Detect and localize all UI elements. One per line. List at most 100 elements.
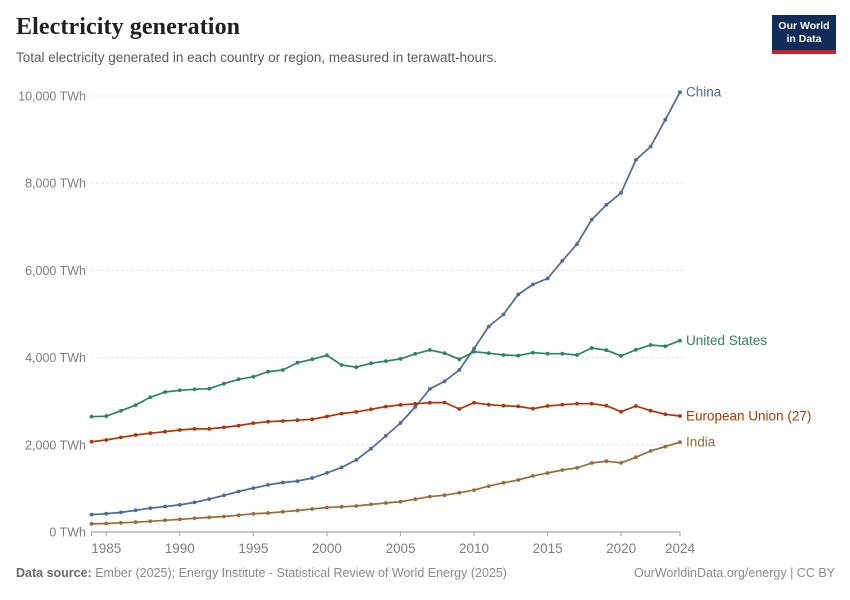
data-point-china [398,421,403,425]
data-point-china [678,90,682,95]
data-point-european-union-27 [634,404,638,408]
data-point-india [310,507,315,511]
data-point-european-union-27 [663,412,668,417]
data-point-united-states [89,414,94,419]
y-axis-label: 4,000 TWh [25,351,86,365]
data-point-united-states [457,357,462,362]
data-point-india [295,508,300,513]
data-point-china [619,190,623,195]
owid-logo[interactable]: Our World in Data [772,15,836,55]
series-line-india [90,441,681,525]
data-point-european-union-27 [413,401,418,406]
data-point-united-states [486,351,491,356]
data-point-china [236,489,241,494]
series-label-china[interactable]: China [686,85,722,100]
x-axis-label: 2010 [459,541,489,556]
series-label-united-states[interactable]: United States [686,333,767,348]
x-axis-label: 2000 [312,541,342,556]
chart-subtitle: Total electricity generated in each coun… [16,49,497,65]
data-point-china [251,486,256,490]
data-point-india [236,513,241,518]
series-labels-group: China United States European Union (27) Ind… [686,85,811,450]
data-point-european-union-27 [251,421,256,426]
data-source-note: Data source: Ember (2025); Energy Instit… [16,566,507,580]
data-point-united-states [207,386,212,391]
owid-link[interactable]: OurWorldinData.org/energy | CC BY [633,566,835,580]
data-point-india [192,516,197,521]
data-point-european-union-27 [619,409,623,414]
data-point-united-states [266,369,270,374]
data-point-european-union-27 [354,410,359,414]
chart-title: Electricity generation [16,14,241,40]
data-point-india [266,511,270,515]
data-point-european-union-27 [442,400,447,405]
chart-header: Electricity generation Total electricity… [16,14,750,66]
data-point-united-states [325,353,329,358]
data-point-european-union-27 [280,419,285,423]
data-point-united-states [678,338,682,343]
data-point-india [383,501,388,505]
data-point-india [398,499,403,504]
data-point-china [119,510,123,515]
data-point-china [472,346,476,351]
data-point-european-union-27 [560,402,565,407]
x-axis-label: 2020 [606,541,636,556]
data-point-european-union-27 [295,418,300,423]
data-point-european-union-27 [545,404,550,408]
data-point-european-union-27 [119,435,123,440]
data-point-united-states [104,414,109,419]
data-point-united-states [575,353,579,357]
data-point-china [604,203,609,207]
y-axis-label: 10,000 TWh [18,90,86,104]
data-point-india [222,514,226,519]
data-point-european-union-27 [678,414,682,418]
data-point-india [339,504,344,509]
data-point-united-states [501,353,506,357]
data-point-united-states [619,354,623,358]
data-point-india [163,518,168,523]
data-point-united-states [648,343,653,347]
y-axis-label: 0 TWh [49,526,86,540]
data-point-china [634,158,638,162]
data-point-india [472,488,476,492]
data-point-india [428,494,432,499]
data-point-china [133,508,138,513]
data-point-european-union-27 [339,411,344,416]
data-point-united-states [236,377,241,382]
data-point-china [428,387,432,391]
data-point-india [325,505,329,510]
data-point-united-states [369,361,373,366]
data-point-india [648,449,653,453]
series-label-european-union-27[interactable]: European Union (27) [686,408,811,423]
data-point-india [119,520,123,525]
data-point-china [163,504,168,509]
data-point-european-union-27 [516,404,521,409]
data-point-china [531,282,535,287]
data-point-united-states [634,347,638,352]
data-point-china [383,434,388,438]
data-point-china [663,117,668,122]
data-point-india [148,519,153,524]
data-point-india [177,517,182,522]
data-point-india [663,444,668,449]
data-point-china [310,476,315,480]
data-source-text: Ember (2025); Energy Institute - Statist… [95,566,507,580]
series-label-india[interactable]: India [686,435,716,450]
data-point-united-states [560,351,565,356]
data-point-united-states [310,357,315,362]
data-point-united-states [177,388,182,393]
data-point-european-union-27 [177,428,182,432]
data-point-china [354,458,359,462]
data-point-united-states [133,403,138,407]
data-point-european-union-27 [192,427,197,431]
data-point-china [457,368,462,372]
data-point-china [413,405,418,409]
series-line-china [90,91,681,516]
data-point-china [575,242,579,247]
data-point-united-states [280,368,285,372]
x-axis-label: 2005 [385,541,415,556]
data-point-india [442,493,447,498]
data-point-european-union-27 [148,431,153,436]
axis-group: 1985 1990 1995 2000 2005 2010 2015 2020 2024 [91,531,696,556]
